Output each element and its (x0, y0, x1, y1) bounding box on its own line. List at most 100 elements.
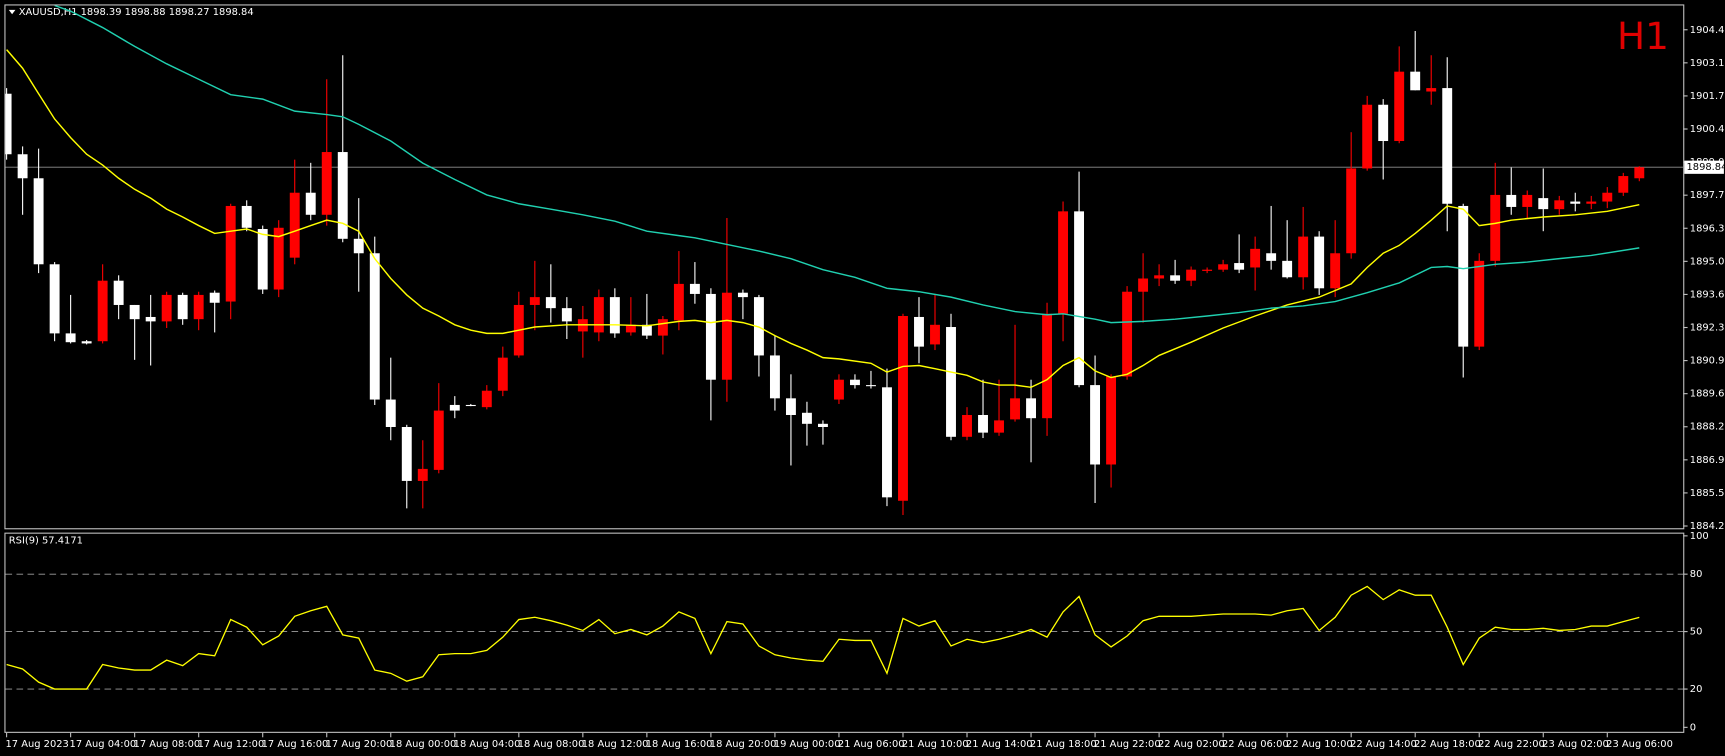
y-tick-label: 100 (1690, 531, 1709, 542)
y-tick-label: 1896.35 (1690, 223, 1725, 234)
candle-body (1106, 376, 1117, 465)
candle-body (1474, 260, 1485, 347)
rsi-plot (5, 573, 1684, 690)
y-tick-label: 50 (1690, 627, 1703, 638)
candle-body (1538, 198, 1549, 210)
x-tick-label: 23 Aug 02:00 (1542, 739, 1609, 750)
candle-body (305, 192, 316, 215)
x-tick-label: 18 Aug 20:00 (710, 739, 777, 750)
candle-body (978, 414, 988, 433)
candle-body (593, 297, 604, 333)
candle-body (401, 427, 412, 481)
candle-body (914, 316, 924, 347)
x-tick-label: 18 Aug 04:00 (454, 739, 521, 750)
y-tick-label: 1895.00 (1690, 256, 1725, 267)
x-tick-label: 21 Aug 06:00 (838, 739, 905, 750)
candle-body (529, 297, 540, 305)
candle-body (882, 387, 892, 498)
x-tick-label: 22 Aug 18:00 (1414, 739, 1481, 750)
x-tick-label: 17 Aug 20:00 (326, 739, 393, 750)
candle-body (1554, 200, 1565, 210)
candle-body (1362, 104, 1373, 169)
candle-body (241, 205, 252, 228)
candle-body (1218, 264, 1229, 270)
candle-body (769, 355, 780, 399)
candle-body (834, 379, 844, 400)
y-tick-label: 1901.75 (1690, 91, 1725, 102)
candle-body (1570, 201, 1581, 204)
candle-body (1122, 291, 1133, 377)
candle-body (657, 319, 668, 336)
candle-body (193, 294, 204, 320)
y-tick-label: 0 (1690, 722, 1696, 733)
x-tick-label: 22 Aug 10:00 (1286, 739, 1353, 750)
candle-body (817, 423, 828, 428)
candle-body (81, 341, 92, 344)
y-tick-label: 1890.95 (1690, 356, 1725, 367)
candle-body (946, 327, 956, 437)
candle-body (1426, 88, 1437, 92)
candle-body (1330, 253, 1341, 289)
moving-average (54, 5, 1640, 324)
candle-body (609, 297, 620, 334)
y-tick-label: 1897.70 (1690, 190, 1725, 201)
candle-body (1010, 398, 1020, 420)
candle-body (97, 280, 108, 342)
candle-body (273, 227, 284, 290)
rsi-header: RSI(9) 57.4171 (9, 535, 83, 546)
candle-body (705, 293, 716, 380)
x-tick-label: 22 Aug 22:00 (1478, 739, 1545, 750)
candle-body (1410, 71, 1421, 91)
y-tick-label: 1885.55 (1690, 488, 1725, 499)
candle-body (1042, 313, 1052, 419)
candle-body (898, 315, 908, 501)
y-tick-label: 1884.20 (1690, 521, 1725, 532)
y-tick-label: 20 (1690, 684, 1703, 695)
y-tick-label: 80 (1690, 569, 1703, 580)
timeframe-label: H1 (1617, 14, 1669, 58)
candle-body (785, 398, 796, 415)
x-tick-label: 18 Aug 08:00 (518, 739, 585, 750)
x-tick-label: 17 Aug 12:00 (198, 739, 265, 750)
x-tick-label: 22 Aug 14:00 (1350, 739, 1417, 750)
y-tick-label: 1886.90 (1690, 455, 1725, 466)
x-tick-label: 22 Aug 02:00 (1158, 739, 1225, 750)
candle-body (1282, 260, 1293, 278)
y-tick-label: 1893.65 (1690, 289, 1725, 300)
candle-body (145, 316, 156, 322)
y-tick-label: 1888.25 (1690, 422, 1725, 433)
candle-body (481, 390, 492, 408)
candle-body (1074, 211, 1085, 386)
candle-body (369, 253, 380, 400)
candle-body (257, 228, 268, 290)
x-tick-label: 18 Aug 00:00 (390, 739, 457, 750)
candle-body (641, 324, 652, 336)
x-tick-label: 18 Aug 12:00 (582, 739, 649, 750)
x-tick-label: 22 Aug 06:00 (1222, 739, 1289, 750)
candle-body (1058, 211, 1069, 314)
moving-average (6, 49, 1640, 389)
candle-body (721, 292, 732, 380)
menu-triangle[interactable] (8, 9, 16, 15)
candle-body (1458, 205, 1469, 347)
candle-body (737, 292, 748, 298)
candle-body (49, 264, 60, 334)
candle-body (1154, 275, 1165, 279)
candle-body (33, 178, 44, 265)
candle-body (1506, 194, 1517, 207)
candle-body (1490, 194, 1501, 261)
x-tick-label: 17 Aug 16:00 (262, 739, 329, 750)
candle-body (545, 297, 556, 309)
candle-body (177, 294, 188, 320)
x-tick-label: 19 Aug 00:00 (774, 739, 841, 750)
candle-body (1138, 278, 1149, 292)
candle-body (561, 308, 572, 322)
x-tick-label: 18 Aug 16:00 (646, 739, 713, 750)
candle-body (1522, 194, 1533, 207)
candle-body (337, 152, 348, 239)
candle-body (930, 324, 940, 345)
candle-body (1202, 269, 1213, 271)
candle-body (801, 412, 812, 424)
candle-body (1618, 176, 1629, 193)
